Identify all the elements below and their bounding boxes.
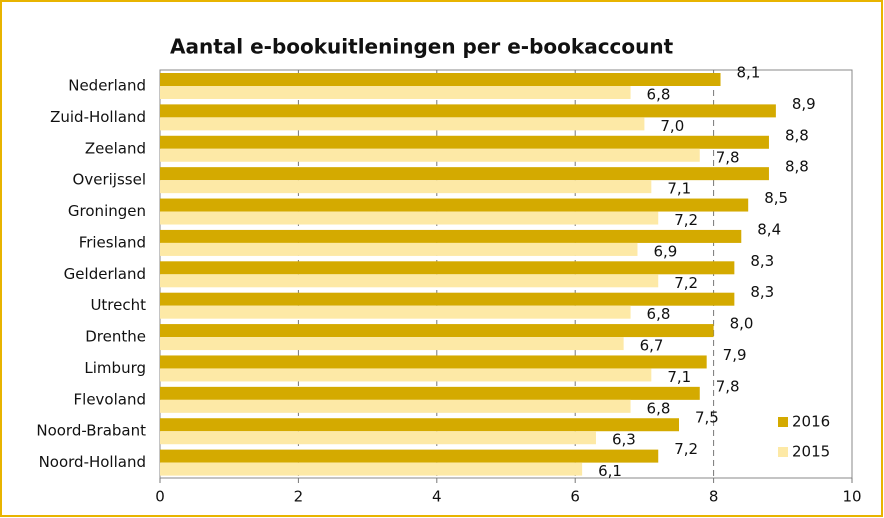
y-tick-label: Friesland	[79, 233, 146, 251]
value-label: 8,8	[785, 126, 809, 144]
value-label: 6,1	[598, 462, 622, 480]
value-label: 8,4	[757, 220, 781, 238]
bar	[160, 431, 596, 445]
value-label: 7,9	[723, 346, 747, 364]
bar	[160, 148, 700, 162]
value-label: 8,5	[764, 189, 788, 207]
bar	[160, 399, 631, 413]
legend-swatch	[778, 417, 788, 427]
y-tick-label: Zuid-Holland	[50, 108, 146, 126]
x-tick-label: 0	[155, 488, 165, 506]
bar	[160, 324, 714, 338]
value-label: 7,8	[716, 148, 740, 166]
bar	[160, 386, 700, 400]
value-label: 7,8	[716, 377, 740, 395]
value-label: 7,2	[674, 440, 698, 458]
value-label: 8,3	[750, 252, 774, 270]
value-label: 7,5	[695, 409, 719, 427]
bar	[160, 274, 659, 288]
y-tick-label: Nederland	[68, 77, 146, 95]
bar	[160, 355, 707, 369]
value-label: 7,1	[667, 180, 691, 198]
bar	[160, 73, 721, 86]
bar	[160, 135, 769, 149]
bar	[160, 261, 735, 275]
y-tick-label: Utrecht	[90, 296, 146, 314]
bar	[160, 449, 659, 463]
legend-swatch	[778, 447, 788, 457]
y-tick-label: Drenthe	[85, 328, 146, 346]
chart-title: Aantal e-bookuitleningen per e-bookaccou…	[170, 35, 674, 59]
bar	[160, 86, 631, 99]
x-tick-label: 8	[709, 488, 719, 506]
y-tick-label: Noord-Holland	[39, 453, 146, 471]
legend-label: 2016	[792, 413, 830, 431]
bar	[160, 462, 583, 476]
value-label: 6,3	[612, 431, 636, 449]
y-tick-label: Noord-Brabant	[36, 422, 146, 440]
y-tick-label: Gelderland	[64, 265, 146, 283]
bar	[160, 229, 742, 243]
bar	[160, 337, 624, 351]
value-label: 8,1	[737, 64, 761, 82]
value-label: 8,8	[785, 158, 809, 176]
bar	[160, 104, 776, 118]
bar	[160, 292, 735, 306]
bar	[160, 305, 631, 319]
value-label: 8,0	[730, 315, 754, 333]
legend-label: 2015	[792, 443, 830, 461]
y-tick-label: Groningen	[68, 202, 146, 220]
x-tick-label: 10	[842, 488, 861, 506]
value-label: 6,7	[640, 337, 664, 355]
value-label: 7,2	[674, 211, 698, 229]
bar	[160, 167, 769, 181]
x-tick-label: 2	[294, 488, 304, 506]
value-label: 6,8	[647, 305, 671, 323]
value-label: 6,9	[653, 242, 677, 260]
y-tick-label: Limburg	[84, 359, 146, 377]
value-label: 7,1	[667, 368, 691, 386]
bar	[160, 180, 652, 194]
bar	[160, 242, 638, 256]
bar	[160, 368, 652, 382]
bar	[160, 198, 749, 212]
x-tick-label: 4	[432, 488, 442, 506]
value-label: 7,2	[674, 274, 698, 292]
y-tick-label: Zeeland	[85, 139, 146, 157]
bar	[160, 211, 659, 225]
y-tick-label: Flevoland	[74, 390, 146, 408]
bar	[160, 418, 679, 432]
value-label: 8,9	[792, 95, 816, 113]
x-tick-label: 6	[570, 488, 580, 506]
value-label: 6,8	[647, 86, 671, 104]
y-tick-label: Overijssel	[73, 171, 146, 189]
value-label: 6,8	[647, 399, 671, 417]
value-label: 8,3	[750, 283, 774, 301]
value-label: 7,0	[660, 117, 684, 135]
bar	[160, 117, 645, 131]
